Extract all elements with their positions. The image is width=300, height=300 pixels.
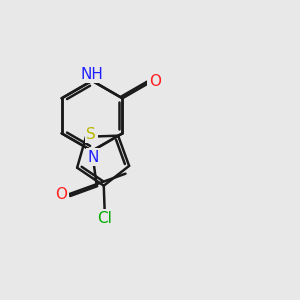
Text: NH: NH <box>81 67 103 82</box>
Text: S: S <box>86 127 96 142</box>
Text: O: O <box>149 74 161 89</box>
Text: N: N <box>88 150 99 165</box>
Text: O: O <box>55 187 67 202</box>
Text: Cl: Cl <box>97 211 112 226</box>
